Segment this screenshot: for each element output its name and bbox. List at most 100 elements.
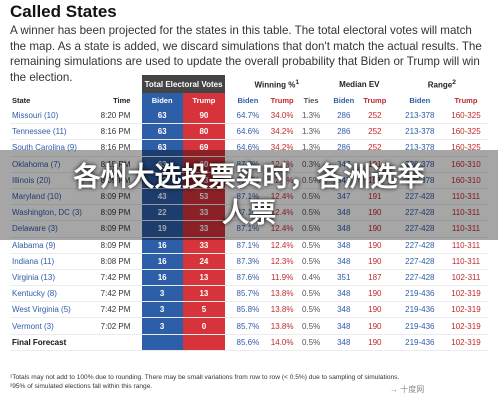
call-time: 7:42 PM [91,269,137,287]
spacer [390,269,396,287]
median-biden: 348 [328,334,360,351]
median-trump: 190 [359,204,391,222]
spacer [390,301,396,319]
ev-trump: 13 [182,285,226,303]
median-biden: 348 [328,220,360,238]
spacer [322,285,329,303]
state-link[interactable]: Illinois (20) [10,172,92,189]
range-biden: 227-428 [395,253,444,270]
spacer [225,220,231,238]
win-ties: 0.5% [299,317,323,335]
spacer [136,317,142,335]
ev-biden: 3 [141,301,183,319]
range-biden: 227-428 [395,237,444,254]
state-link[interactable]: Delaware (3) [10,220,92,238]
win-biden: 85.6% [230,334,265,351]
win-trump: 13.8% [265,285,300,303]
spacer [322,188,329,206]
state-link[interactable]: Maryland (10) [10,188,92,206]
state-link[interactable]: Virginia (13) [10,269,92,287]
median-biden: 348 [328,253,360,270]
median-trump: 252 [359,123,391,141]
range-trump: 160-310 [443,156,488,173]
spacer [322,108,329,125]
median-trump: 252 [359,108,391,125]
spacer [322,269,329,287]
spacer [136,334,142,351]
spacer [390,156,396,173]
range-biden: 219-436 [395,301,444,319]
col-ties: Ties [303,96,319,105]
win-ties: 1.3% [299,123,323,141]
median-biden: 348 [328,317,360,335]
spacer [322,139,329,157]
win-ties: 1.3% [299,139,323,157]
state-link[interactable]: West Virginia (5) [10,301,92,319]
win-biden: 87.1% [230,188,265,206]
spacer [136,237,142,254]
call-time: 8:09 PM [91,204,137,222]
spacer [390,237,396,254]
range-trump: 160-325 [443,123,488,141]
state-link[interactable]: Tennessee (11) [10,123,92,141]
col-med-trump: Trump [363,96,387,105]
win-trump: 13.8% [265,301,300,319]
range-biden: 227-428 [395,188,444,206]
call-time: 8:09 PM [91,188,137,206]
win-ties: 0.5% [299,253,323,270]
ev-trump: 60 [182,156,226,173]
range-trump: 110-311 [443,237,488,254]
col-state: State [12,96,31,105]
ev-trump: 33 [182,237,226,254]
win-ties: 1.3% [299,108,323,125]
ev-biden: 63 [141,156,183,173]
call-time: 7:42 PM [91,301,137,319]
win-trump: 13.8% [265,317,300,335]
state-link[interactable]: Kentucky (8) [10,285,92,303]
win-ties: 0.5% [299,220,323,238]
call-time: 8:15 PM [91,156,137,173]
state-link[interactable]: Oklahoma (7) [10,156,92,173]
state-link[interactable]: Missouri (10) [10,108,92,125]
ev-trump: 53 [182,188,226,206]
win-biden: 85.7% [230,317,265,335]
win-biden: 87.3% [230,156,265,173]
median-biden: 351 [328,269,360,287]
win-ties: 0.5% [299,204,323,222]
ev-biden [141,334,183,351]
ev-biden: 63 [141,139,183,157]
range-trump: 102-319 [443,301,488,319]
ev-trump: 80 [182,123,226,141]
total-ev-header: Total Electoral Votes [141,75,226,93]
spacer [225,156,231,173]
median-biden: 348 [328,204,360,222]
spacer [225,139,231,157]
spacer [136,220,142,238]
state-link[interactable]: Washington, DC (3) [10,204,92,222]
table-row: Delaware (3) 8:09 PM 19 33 87.1% 12.4% 0.5% 348… [10,220,488,238]
ev-biden: 22 [141,204,183,222]
ev-trump: 90 [182,108,226,125]
median-biden: 286 [328,108,360,125]
spacer [136,108,142,125]
table-row: South Carolina (9) 8:16 PM 63 69 64.6% 34.2% 1… [10,139,488,157]
state-link[interactable]: Alabama (9) [10,237,92,254]
win-trump: 12.4% [265,237,300,254]
state-link[interactable]: South Carolina (9) [10,139,92,157]
win-trump: 34.2% [265,123,300,141]
spacer [225,172,231,189]
spacer [322,204,329,222]
range-trump: 110-311 [443,188,488,206]
win-ties: 0.5% [299,237,323,254]
spacer [136,285,142,303]
call-time: 8:16 PM [91,123,137,141]
col-win-biden: Biden [237,96,259,105]
ev-biden: 3 [141,317,183,335]
spacer [322,334,329,351]
table-row: Washington, DC (3) 8:09 PM 22 33 87.1% 12.4% 0… [10,204,488,222]
ev-trump: 33 [182,204,226,222]
state-link[interactable]: Vermont (3) [10,317,92,335]
state-link[interactable]: Indiana (11) [10,253,92,270]
table-row: Kentucky (8) 7:42 PM 3 13 85.7% 13.8% 0.5% 348 1… [10,285,488,303]
range-trump: 160-325 [443,108,488,125]
